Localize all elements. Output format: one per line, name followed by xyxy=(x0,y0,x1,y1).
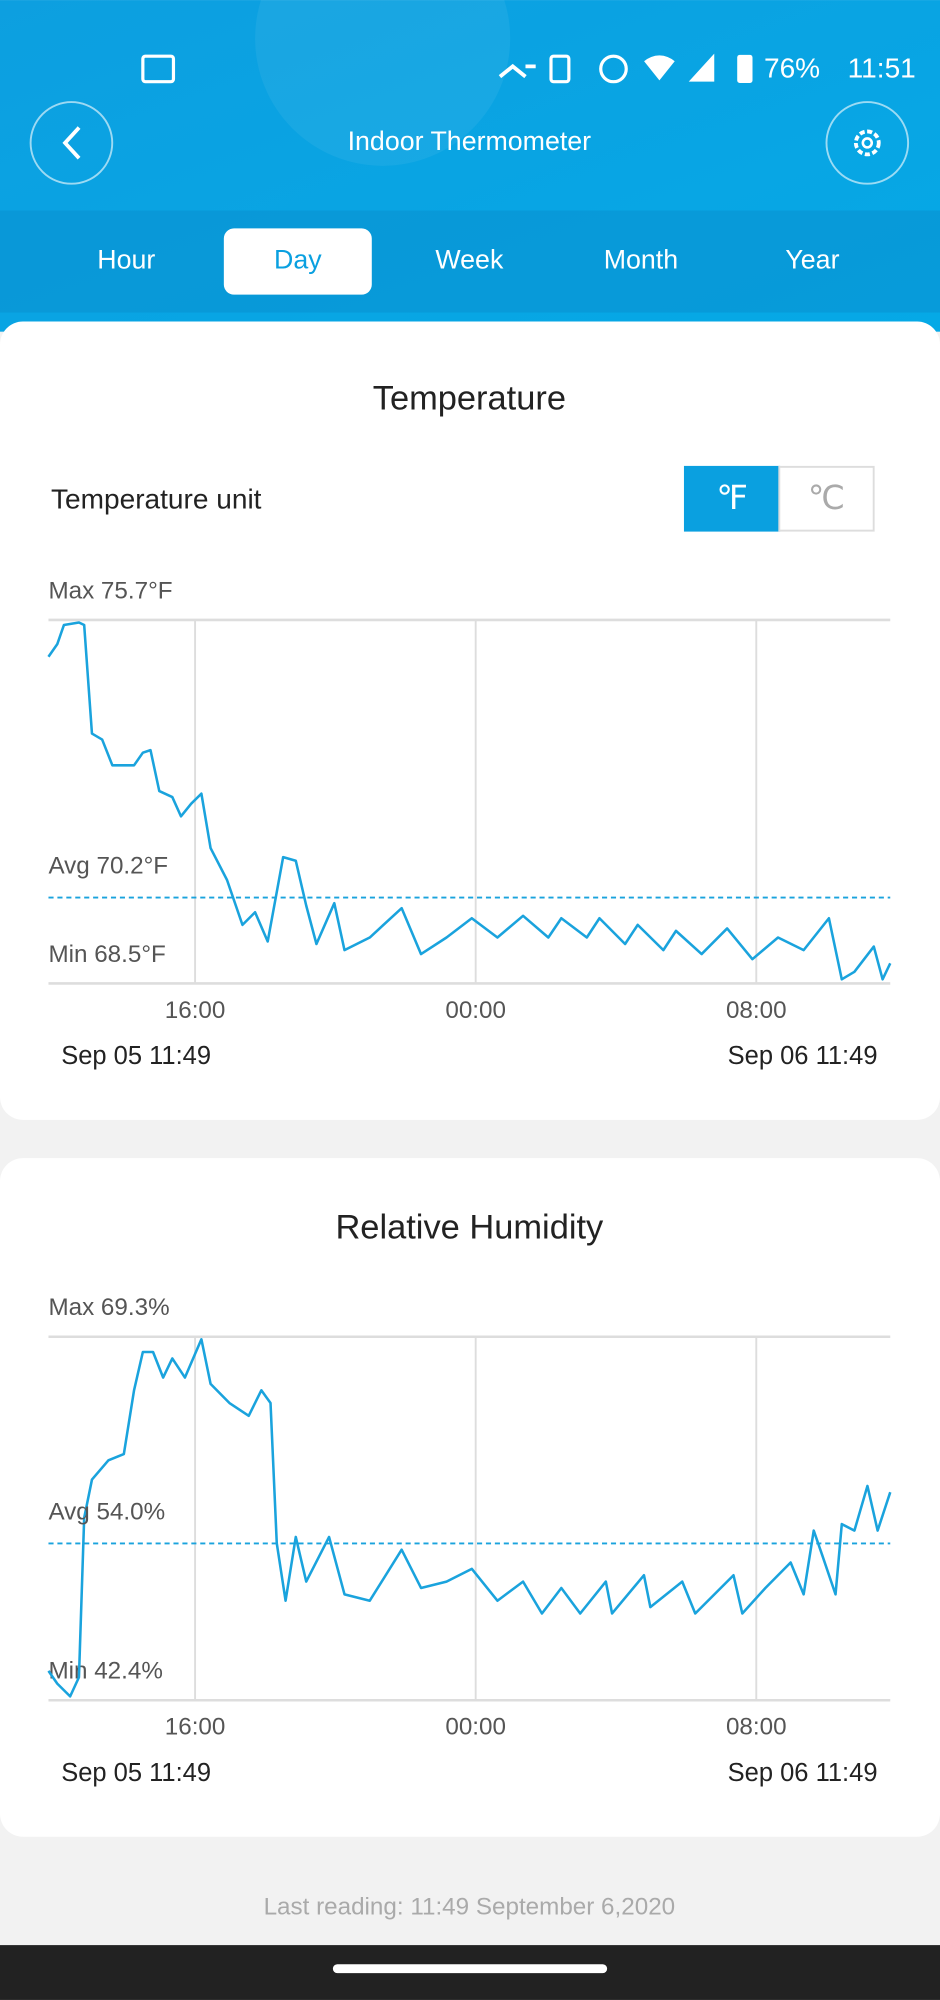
tab[interactable]: Year xyxy=(785,245,839,275)
chart-title: Temperature xyxy=(373,380,566,418)
range-start: Sep 05 11:49 xyxy=(61,1759,211,1787)
settings-button[interactable] xyxy=(825,101,910,185)
unit-option-label: ℃ xyxy=(808,480,845,517)
x-tick-label: 00:00 xyxy=(445,997,506,1024)
clock: 11:51 xyxy=(848,53,916,84)
average-label: Avg 70.2°F xyxy=(48,852,168,879)
x-tick-label: 00:00 xyxy=(445,1714,506,1741)
tab-selected-bg xyxy=(223,228,372,295)
range-start: Sep 05 11:49 xyxy=(61,1042,211,1070)
tab-bar xyxy=(0,210,940,313)
mail-icon xyxy=(141,54,176,84)
x-tick-label: 08:00 xyxy=(726,1714,787,1741)
range-end: Sep 06 11:49 xyxy=(728,1042,878,1070)
unit-option[interactable] xyxy=(778,465,875,532)
range-end: Sep 06 11:49 xyxy=(728,1759,878,1787)
humidity-card xyxy=(0,1158,940,1837)
average-label: Avg 54.0% xyxy=(48,1498,165,1525)
home-indicator[interactable] xyxy=(332,1964,608,1974)
y-tick-label: Min 42.4% xyxy=(48,1658,162,1685)
data-line xyxy=(47,621,892,981)
y-tick-label: Min 68.5°F xyxy=(48,941,165,968)
unit-option-label: ℉ xyxy=(716,480,748,517)
back-arrow xyxy=(62,126,81,160)
tab[interactable]: Day xyxy=(274,245,322,275)
tab[interactable]: Month xyxy=(604,245,678,275)
wifi-icon xyxy=(644,55,675,81)
signal-icon xyxy=(688,53,715,82)
header-decoration xyxy=(255,0,511,166)
x-tick-label: 16:00 xyxy=(165,997,226,1024)
x-tick-label: 08:00 xyxy=(726,997,787,1024)
page-title: Indoor Thermometer xyxy=(348,126,592,156)
key-icon xyxy=(498,63,536,79)
unit-toggle: ℉ ℃ xyxy=(683,465,875,532)
tab[interactable]: Week xyxy=(435,245,504,275)
gear-icon xyxy=(853,129,881,157)
data-line xyxy=(47,1337,892,1698)
y-tick-label: Max 75.7°F xyxy=(48,577,172,604)
dnd-icon xyxy=(599,54,628,84)
tabs: Hour Day Week Month Year xyxy=(97,228,840,295)
x-tick-label: 16:00 xyxy=(165,1714,226,1741)
unit-label: Temperature unit xyxy=(51,484,262,515)
tab[interactable]: Hour xyxy=(97,245,155,275)
y-tick-label: Max 69.3% xyxy=(48,1294,169,1321)
vibrate-icon xyxy=(549,54,571,84)
battery-icon xyxy=(737,54,753,83)
chart-title: Relative Humidity xyxy=(335,1209,604,1247)
gear-center xyxy=(861,137,874,149)
last-reading: Last reading: 11:49 September 6,2020 xyxy=(264,1894,676,1921)
back-button[interactable] xyxy=(29,101,114,185)
battery-level: 76% xyxy=(764,53,820,84)
